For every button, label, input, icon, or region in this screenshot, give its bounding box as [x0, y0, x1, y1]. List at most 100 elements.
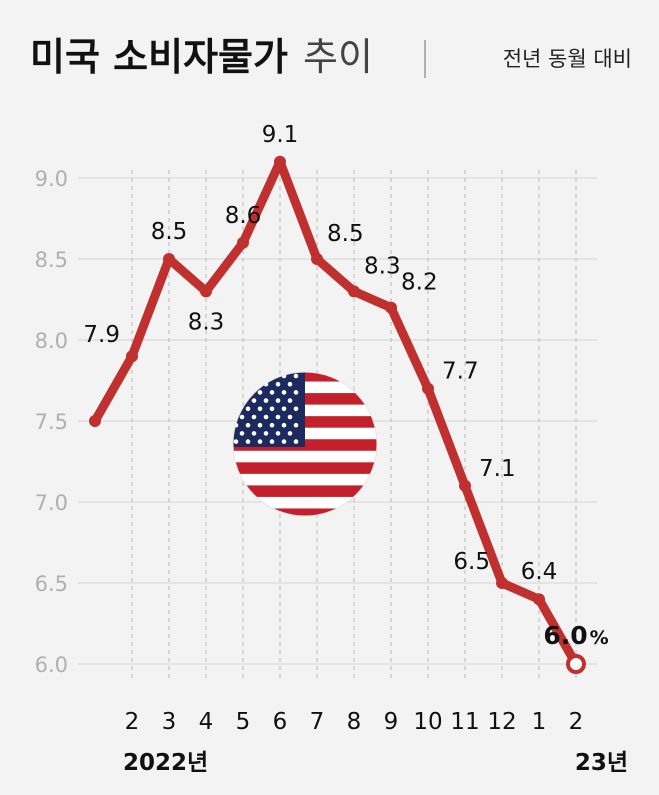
data-label: 8.3	[364, 253, 401, 279]
data-point	[126, 350, 138, 363]
data-point	[200, 285, 212, 298]
flag-star	[245, 373, 251, 379]
flag-star	[269, 373, 275, 379]
flag-star	[275, 431, 281, 436]
data-label: 6.5	[453, 549, 490, 575]
flag-star	[257, 422, 263, 428]
x-tick-label: 4	[199, 709, 214, 735]
flag-star	[269, 422, 275, 428]
flag-star	[233, 406, 239, 412]
flag-star	[263, 398, 269, 403]
flag-star	[251, 398, 257, 403]
data-point	[459, 479, 471, 492]
flag-star	[275, 398, 281, 403]
y-tick-label: 6.0	[35, 653, 68, 677]
flag-star	[257, 390, 263, 395]
flag-star	[269, 406, 275, 412]
x-tick-label: 1	[532, 709, 547, 735]
data-label: 7.1	[479, 456, 516, 482]
flag-star	[251, 431, 257, 436]
flag-star	[287, 398, 293, 403]
flag-star	[233, 439, 239, 444]
chart-subtitle: 전년 동월 대비	[503, 47, 632, 71]
flag-star	[239, 398, 245, 403]
flag-stripe	[233, 462, 377, 474]
data-point	[496, 577, 508, 589]
y-tick-label: 9.0	[35, 167, 68, 191]
data-label: 8.5	[327, 221, 364, 247]
flag-star	[245, 439, 251, 444]
flag-stripe	[233, 485, 377, 497]
flag-star	[281, 439, 287, 444]
x-tick-label: 11	[450, 709, 479, 735]
flag-star	[281, 406, 287, 412]
x-tick-label: 6	[273, 709, 288, 735]
data-label: 8.6	[225, 203, 262, 229]
data-point-last	[566, 654, 586, 674]
flag-star	[263, 431, 269, 436]
x-tick-label: 9	[384, 709, 399, 735]
data-labels: 7.98.58.38.69.18.58.38.27.77.16.5 6.46.0%	[83, 122, 608, 650]
flag-star	[287, 431, 293, 436]
flag-star	[275, 414, 281, 420]
x-tick-label: 2	[125, 709, 140, 735]
flag-star	[275, 381, 281, 387]
year-label-2023: 23년	[575, 750, 628, 776]
data-point	[163, 253, 175, 265]
title-suffix: 추이	[303, 35, 373, 79]
flag-star	[281, 422, 287, 428]
chart-title: 미국 소비자물가 추이	[30, 35, 373, 79]
data-label: 9.1	[262, 122, 299, 148]
data-point	[533, 593, 545, 606]
us-flag-icon	[232, 371, 378, 517]
data-label: 7.9	[83, 322, 120, 348]
flag-star	[257, 439, 263, 444]
data-label: 8.2	[401, 270, 438, 296]
x-tick-label: 7	[310, 709, 325, 735]
flag-stripe	[233, 508, 377, 516]
flag-star	[245, 422, 251, 428]
flag-star	[263, 414, 269, 420]
data-point	[274, 155, 286, 168]
x-tick-label: 2	[569, 709, 584, 735]
flag-star	[251, 414, 257, 420]
y-tick-label: 8.5	[35, 248, 68, 272]
flag-star	[245, 390, 251, 395]
x-tick-label: 12	[487, 709, 516, 735]
x-axis: 2 3 4 5 6 7 8 9 10 11 12 1 2	[125, 709, 584, 735]
data-point	[89, 415, 101, 427]
data-label: 8.3	[188, 309, 225, 335]
flag-star	[281, 390, 287, 395]
flag-star	[293, 373, 299, 379]
title-main: 미국 소비자물가	[30, 35, 288, 79]
data-label: 8.5	[151, 219, 188, 245]
series-line	[90, 157, 581, 669]
x-tick-label: 8	[347, 709, 362, 735]
y-tick-label: 7.0	[35, 491, 68, 515]
data-point	[348, 285, 360, 298]
x-tick-label: 5	[236, 709, 251, 735]
year-label-2022: 2022년	[123, 750, 208, 776]
y-tick-label: 7.5	[35, 410, 68, 434]
flag-star	[239, 414, 245, 420]
data-point	[422, 382, 434, 395]
flag-star	[239, 381, 245, 387]
flag-star	[269, 390, 275, 395]
data-label: 6.4	[521, 559, 558, 585]
flag-star	[293, 439, 299, 444]
data-point	[237, 236, 249, 249]
y-tick-label: 8.0	[35, 329, 68, 353]
flag-star	[233, 373, 239, 379]
data-point	[385, 301, 397, 314]
flag-star	[287, 381, 293, 387]
flag-star	[233, 390, 239, 395]
flag-star	[269, 439, 275, 444]
flag-star	[293, 406, 299, 412]
flag-star	[293, 422, 299, 428]
data-label-unit: %	[590, 627, 609, 649]
flag-star	[245, 406, 251, 412]
data-points	[89, 155, 586, 674]
flag-star	[257, 373, 263, 379]
